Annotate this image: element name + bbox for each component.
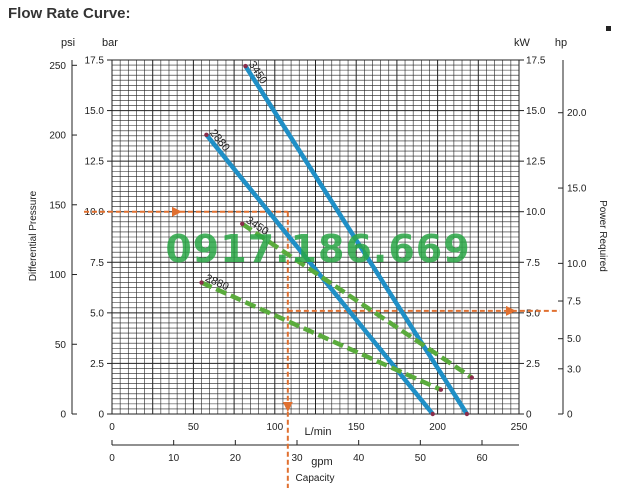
watermark-text: 0917.186.669 — [165, 227, 470, 271]
gpm-tick-label: 20 — [230, 453, 242, 464]
hp-tick-label: 5.0 — [567, 334, 581, 345]
kw-tick-label: 2.5 — [526, 359, 540, 370]
tick-labels: 05010015020025002.55.07.510.012.515.017.… — [49, 56, 587, 465]
kw-tick-label: 0 — [526, 410, 532, 421]
lpm-tick-label: 150 — [348, 422, 365, 433]
series-end-marker — [464, 411, 470, 417]
series-end-marker — [199, 280, 204, 285]
flow-arrow — [282, 402, 293, 412]
power-arrow — [506, 305, 516, 316]
series-end-marker — [438, 387, 444, 392]
hp-unit-label: hp — [555, 37, 567, 49]
psi-tick-label: 250 — [49, 61, 66, 72]
lpm-tick-label: 0 — [109, 422, 115, 433]
series-end-marker — [430, 411, 435, 417]
bar-tick-label: 7.5 — [90, 258, 104, 269]
unit-labels: psi bar kW hp L/min gpm — [61, 37, 567, 468]
kw-tick-label: 15.0 — [526, 106, 546, 117]
reading-guides — [84, 206, 560, 488]
series-end-marker — [469, 375, 474, 380]
lpm-tick-label: 200 — [429, 422, 446, 433]
lpm-tick-label: 50 — [188, 422, 200, 433]
gpm-unit-label: gpm — [311, 456, 332, 468]
series-end-marker — [240, 221, 245, 227]
gpm-tick-label: 10 — [168, 453, 180, 464]
series-curves — [199, 63, 474, 417]
hp-tick-label: 7.5 — [567, 297, 581, 308]
series-power-3450 — [240, 221, 474, 380]
gpm-tick-label: 0 — [109, 453, 115, 464]
gpm-tick-label: 40 — [353, 453, 365, 464]
kw-tick-label: 10.0 — [526, 207, 546, 218]
kw-tick-label: 5.0 — [526, 308, 540, 319]
kw-unit-label: kW — [514, 37, 531, 49]
kw-tick-label: 12.5 — [526, 157, 546, 168]
psi-tick-label: 150 — [49, 200, 66, 211]
bar-tick-label: 5.0 — [90, 308, 104, 319]
hp-tick-label: 15.0 — [567, 184, 587, 195]
bar-tick-label: 2.5 — [90, 359, 104, 370]
bar-tick-label: 17.5 — [85, 56, 105, 67]
grid-lines — [111, 59, 520, 415]
chart-heading: Flow Rate Curve: — [8, 5, 131, 22]
psi-tick-label: 0 — [60, 410, 66, 421]
kw-tick-label: 17.5 — [526, 56, 546, 67]
series-end-marker — [204, 132, 209, 138]
pressure-arrow — [172, 206, 182, 217]
y-axis-title-left: Differential Pressure — [28, 190, 39, 281]
psi-tick-label: 50 — [55, 340, 67, 351]
bar-unit-label: bar — [102, 37, 118, 49]
axes — [71, 60, 564, 446]
x-axis-title: Capacity — [296, 473, 335, 484]
psi-tick-label: 100 — [49, 270, 66, 281]
lpm-unit-label: L/min — [305, 426, 332, 438]
y-axis-title-right: Power Required — [597, 200, 608, 272]
psi-tick-label: 200 — [49, 131, 66, 142]
series-pressure-3450 — [243, 64, 469, 416]
series-power-2880 — [200, 280, 442, 392]
bullet-marker — [606, 26, 611, 31]
lpm-tick-label: 250 — [511, 422, 528, 433]
bar-tick-label: 12.5 — [85, 157, 105, 168]
kw-tick-label: 7.5 — [526, 258, 540, 269]
series-end-marker — [243, 63, 248, 69]
hp-tick-label: 3.0 — [567, 364, 581, 375]
gpm-tick-label: 30 — [291, 453, 303, 464]
lpm-tick-label: 100 — [266, 422, 283, 433]
bar-tick-label: 15.0 — [85, 106, 105, 117]
gpm-tick-label: 60 — [476, 453, 488, 464]
gpm-tick-label: 50 — [415, 453, 427, 464]
hp-tick-label: 20.0 — [567, 108, 587, 119]
hp-tick-label: 10.0 — [567, 259, 587, 270]
psi-unit-label: psi — [61, 37, 75, 49]
bar-tick-label: 0 — [98, 410, 104, 421]
hp-tick-label: 0 — [567, 410, 573, 421]
